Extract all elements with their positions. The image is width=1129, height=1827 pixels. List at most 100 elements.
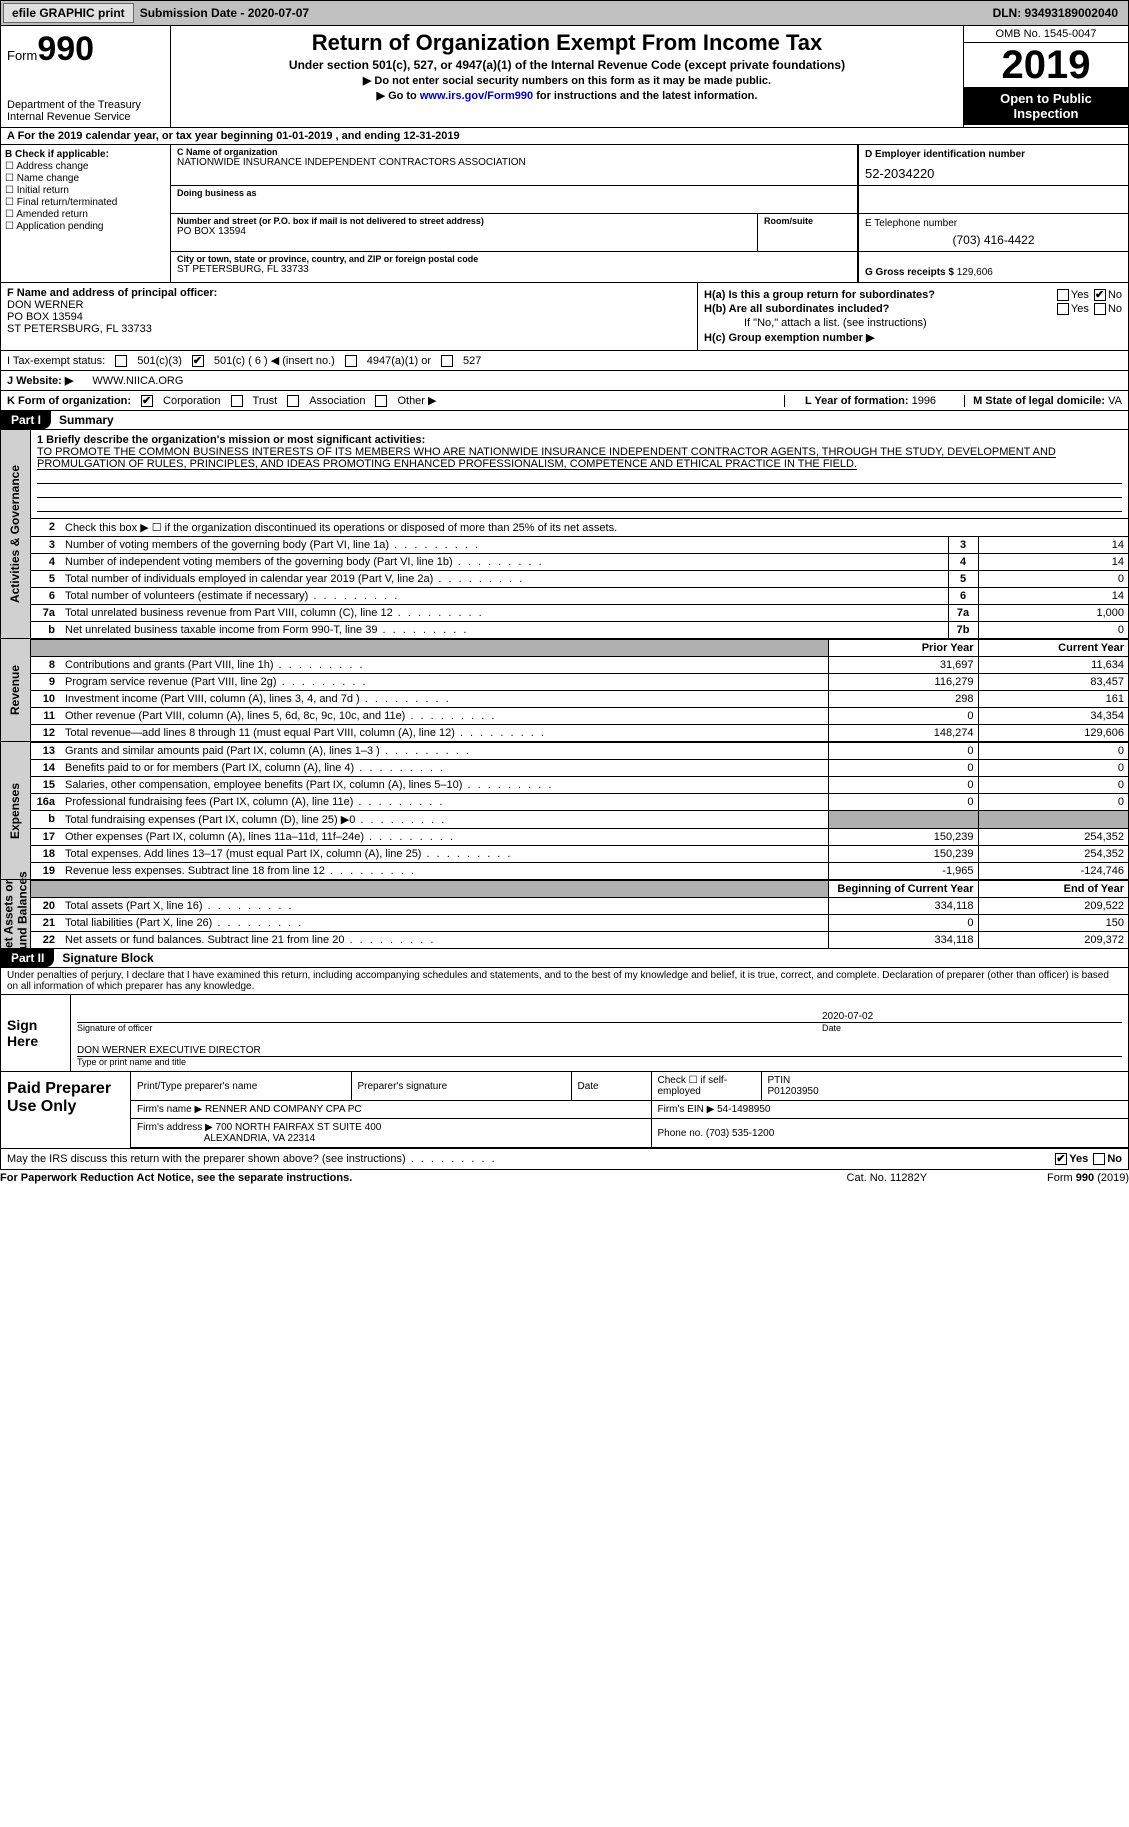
omb-number: OMB No. 1545-0047 bbox=[964, 26, 1128, 43]
vlabel-expenses: Expenses bbox=[9, 783, 23, 839]
chk-address-change[interactable]: ☐ Address change bbox=[5, 161, 166, 172]
row-j-website: J Website: ▶ WWW.NIICA.ORG bbox=[0, 371, 1129, 391]
website: WWW.NIICA.ORG bbox=[92, 375, 183, 387]
city-state-zip: ST PETERSBURG, FL 33733 bbox=[177, 264, 851, 275]
form-title: Return of Organization Exempt From Incom… bbox=[179, 30, 955, 56]
chk-ha-no[interactable] bbox=[1094, 289, 1106, 301]
label-prep-name: Print/Type preparer's name bbox=[131, 1072, 351, 1101]
vlabel-revenue: Revenue bbox=[9, 665, 23, 715]
label-mission: 1 Briefly describe the organization's mi… bbox=[37, 434, 425, 446]
chk-527[interactable] bbox=[441, 355, 453, 367]
efile-button[interactable]: efile GRAPHIC print bbox=[3, 3, 134, 23]
sign-here-label: Sign Here bbox=[1, 995, 71, 1071]
footer: For Paperwork Reduction Act Notice, see … bbox=[0, 1170, 1129, 1186]
ptin: P01203950 bbox=[768, 1086, 819, 1097]
chk-initial-return[interactable]: ☐ Initial return bbox=[5, 185, 166, 196]
label-hc: H(c) Group exemption number ▶ bbox=[704, 331, 874, 344]
label-gross: G Gross receipts $ bbox=[865, 267, 957, 278]
top-bar: efile GRAPHIC print Submission Date - 20… bbox=[0, 0, 1129, 26]
firm-name: RENNER AND COMPANY CPA PC bbox=[205, 1104, 362, 1115]
label-prep-date: Date bbox=[571, 1072, 651, 1101]
year-formation: 1996 bbox=[912, 395, 936, 407]
label-hb: H(b) Are all subordinates included? bbox=[704, 303, 889, 315]
chk-501c3[interactable] bbox=[115, 355, 127, 367]
discuss-row: May the IRS discuss this return with the… bbox=[0, 1149, 1129, 1170]
label-telephone: E Telephone number bbox=[865, 218, 1122, 229]
revenue-table: Prior YearCurrent Year8Contributions and… bbox=[31, 639, 1128, 741]
dln: DLN: 93493189002040 bbox=[993, 6, 1126, 20]
form-number: 990 bbox=[37, 30, 94, 68]
paid-preparer-label: Paid Preparer Use Only bbox=[1, 1072, 131, 1148]
telephone: (703) 416-4422 bbox=[865, 233, 1122, 247]
col-b-checkboxes: B Check if applicable: ☐ Address change … bbox=[1, 145, 171, 282]
part-2-header: Part IISignature Block bbox=[0, 949, 1129, 968]
subtitle-3: ▶ Go to www.irs.gov/Form990 for instruct… bbox=[179, 89, 955, 102]
form-word: Form bbox=[7, 48, 37, 63]
expenses-table: 13Grants and similar amounts paid (Part … bbox=[31, 742, 1128, 879]
chk-amended[interactable]: ☐ Amended return bbox=[5, 209, 166, 220]
entity-grid: B Check if applicable: ☐ Address change … bbox=[0, 145, 1129, 283]
irs: Internal Revenue Service bbox=[7, 111, 164, 123]
label-ha: H(a) Is this a group return for subordin… bbox=[704, 289, 935, 301]
chk-discuss-no[interactable] bbox=[1093, 1153, 1105, 1165]
mission-text: TO PROMOTE THE COMMON BUSINESS INTERESTS… bbox=[37, 446, 1056, 470]
chk-final-return[interactable]: ☐ Final return/terminated bbox=[5, 197, 166, 208]
officer-addr1: PO BOX 13594 bbox=[7, 311, 83, 323]
firm-phone: (703) 535-1200 bbox=[706, 1128, 774, 1139]
perjury-statement: Under penalties of perjury, I declare th… bbox=[0, 968, 1129, 995]
label-f-officer: F Name and address of principal officer: bbox=[7, 287, 217, 299]
row-a-calendar: A For the 2019 calendar year, or tax yea… bbox=[0, 128, 1129, 145]
section-governance: Activities & Governance 1 Briefly descri… bbox=[0, 430, 1129, 639]
chk-hb-yes[interactable] bbox=[1057, 303, 1069, 315]
chk-trust[interactable] bbox=[231, 395, 243, 407]
label-room: Room/suite bbox=[764, 216, 851, 226]
label-sig-officer: Signature of officer bbox=[77, 1023, 822, 1033]
chk-self-employed[interactable]: Check ☐ if self-employed bbox=[651, 1072, 761, 1101]
irs-link[interactable]: www.irs.gov/Form990 bbox=[420, 90, 533, 102]
header: Form990 Department of the Treasury Inter… bbox=[0, 26, 1129, 128]
chk-corp[interactable] bbox=[141, 395, 153, 407]
submission-date: Submission Date - 2020-07-07 bbox=[140, 6, 309, 20]
chk-app-pending[interactable]: ☐ Application pending bbox=[5, 221, 166, 232]
dept-treasury: Department of the Treasury bbox=[7, 99, 164, 111]
subtitle-1: Under section 501(c), 527, or 4947(a)(1)… bbox=[179, 58, 955, 72]
state-domicile: VA bbox=[1108, 395, 1122, 407]
label-prep-sig: Preparer's signature bbox=[351, 1072, 571, 1101]
chk-ha-yes[interactable] bbox=[1057, 289, 1069, 301]
firm-addr1: 700 NORTH FAIRFAX ST SUITE 400 bbox=[216, 1122, 382, 1133]
signature-block: Sign Here 2020-07-02 Signature of office… bbox=[0, 995, 1129, 1149]
label-city: City or town, state or province, country… bbox=[177, 254, 851, 264]
org-name: NATIONWIDE INSURANCE INDEPENDENT CONTRAC… bbox=[177, 157, 851, 168]
chk-name-change[interactable]: ☐ Name change bbox=[5, 173, 166, 184]
label-ein: D Employer identification number bbox=[865, 149, 1122, 160]
part-1-header: Part ISummary bbox=[0, 411, 1129, 430]
officer-name: DON WERNER bbox=[7, 299, 83, 311]
chk-assoc[interactable] bbox=[287, 395, 299, 407]
row-fgh: F Name and address of principal officer:… bbox=[0, 283, 1129, 351]
ein: 52-2034220 bbox=[865, 166, 1122, 181]
chk-discuss-yes[interactable] bbox=[1055, 1153, 1067, 1165]
chk-other[interactable] bbox=[375, 395, 387, 407]
subtitle-2: ▶ Do not enter social security numbers o… bbox=[179, 74, 955, 87]
cat-no: Cat. No. 11282Y bbox=[847, 1172, 928, 1184]
label-c-name: C Name of organization bbox=[177, 147, 851, 157]
section-net-assets: Net Assets orFund Balances Beginning of … bbox=[0, 880, 1129, 949]
label-print-name: Type or print name and title bbox=[77, 1057, 1122, 1067]
label-dba: Doing business as bbox=[177, 188, 851, 198]
sign-date: 2020-07-02 bbox=[822, 1011, 1122, 1022]
firm-addr2: ALEXANDRIA, VA 22314 bbox=[204, 1133, 316, 1144]
chk-hb-no[interactable] bbox=[1094, 303, 1106, 315]
officer-addr2: ST PETERSBURG, FL 33733 bbox=[7, 323, 152, 335]
hb-note: If "No," attach a list. (see instruction… bbox=[744, 317, 927, 329]
net-assets-table: Beginning of Current YearEnd of Year20To… bbox=[31, 880, 1128, 948]
tax-year: 2019 bbox=[964, 43, 1128, 87]
chk-4947[interactable] bbox=[345, 355, 357, 367]
officer-sig-name: DON WERNER EXECUTIVE DIRECTOR bbox=[77, 1045, 1122, 1056]
address: PO BOX 13594 bbox=[177, 226, 751, 237]
label-sig-date: Date bbox=[822, 1023, 1122, 1033]
gross-receipts: 129,606 bbox=[957, 267, 993, 278]
vlabel-net-assets: Net Assets orFund Balances bbox=[2, 872, 30, 957]
open-public: Open to PublicInspection bbox=[964, 87, 1128, 125]
governance-table: 2Check this box ▶ ☐ if the organization … bbox=[31, 518, 1128, 638]
chk-501c[interactable] bbox=[192, 355, 204, 367]
